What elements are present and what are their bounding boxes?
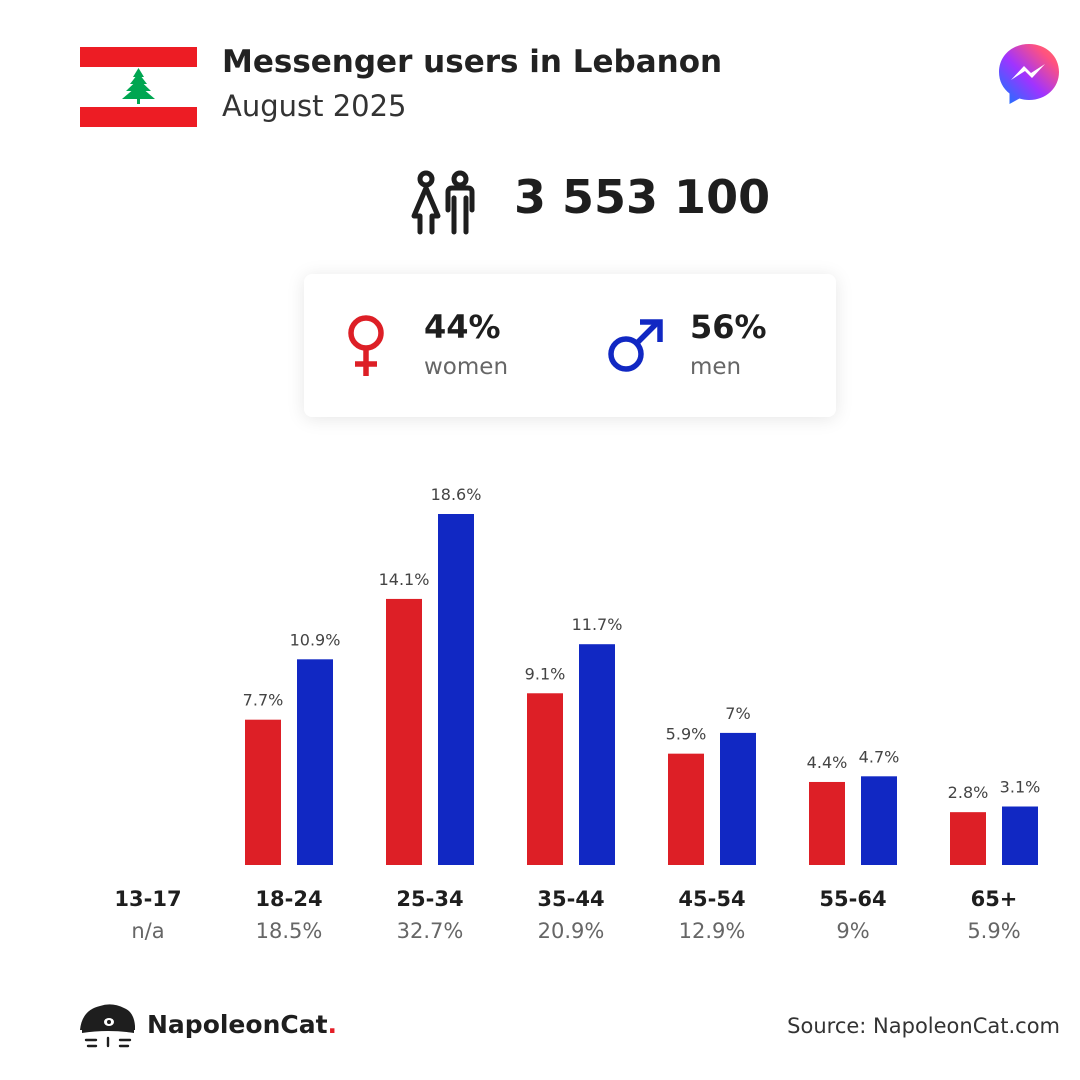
age-group-label: 55-64 bbox=[819, 887, 886, 911]
napoleoncat-logo-icon bbox=[78, 1000, 138, 1050]
men-data-label: 10.9% bbox=[290, 630, 341, 649]
women-data-label: 4.4% bbox=[807, 753, 848, 772]
women-label: women bbox=[424, 354, 509, 380]
total-users: 3 553 100 bbox=[514, 170, 771, 224]
women-data-label: 5.9% bbox=[666, 725, 707, 744]
men-data-label: 18.6% bbox=[431, 485, 482, 504]
page-title: Messenger users in Lebanon bbox=[222, 44, 723, 80]
female-symbol-icon bbox=[346, 314, 386, 378]
men-bar bbox=[297, 659, 333, 865]
men-data-label: 7% bbox=[725, 704, 750, 723]
age-group-label: 13-17 bbox=[114, 887, 181, 911]
age-group-label: 65+ bbox=[971, 887, 1018, 911]
men-bar bbox=[861, 776, 897, 865]
age-group-total: 5.9% bbox=[967, 919, 1020, 943]
women-bar bbox=[527, 693, 563, 865]
women-bar bbox=[809, 781, 845, 865]
men-data-label: 3.1% bbox=[1000, 778, 1041, 797]
gender-split-card: 44% women 56% men bbox=[304, 274, 836, 417]
age-group-total: 12.9% bbox=[679, 919, 746, 943]
age-group-total: 20.9% bbox=[538, 919, 605, 943]
men-label: men bbox=[690, 354, 742, 380]
men-bar bbox=[1002, 806, 1038, 865]
age-group-total: 18.5% bbox=[256, 919, 323, 943]
age-group-total: n/a bbox=[131, 919, 164, 943]
age-group-label: 25-34 bbox=[396, 887, 463, 911]
women-percent: 44% bbox=[424, 308, 501, 346]
age-group-label: 45-54 bbox=[678, 887, 745, 911]
age-group-label: 18-24 bbox=[255, 887, 322, 911]
brand-dot: . bbox=[327, 1010, 338, 1039]
age-group-total: 9% bbox=[836, 919, 869, 943]
men-bar bbox=[438, 514, 474, 865]
men-bar bbox=[720, 732, 756, 865]
source-link[interactable]: Source: NapoleonCat.com bbox=[787, 1014, 1060, 1038]
age-gender-bar-chart: 13-17 n/a 7.7% 10.9% 18-24 18.5% 14.1% 18.6% 25-… bbox=[114, 485, 1041, 943]
women-bar bbox=[668, 753, 704, 865]
page-subtitle: August 2025 bbox=[222, 89, 407, 123]
age-group-total: 32.7% bbox=[397, 919, 464, 943]
women-data-label: 14.1% bbox=[379, 570, 430, 589]
brand-wordmark: NapoleonCat bbox=[147, 1010, 328, 1039]
women-bar bbox=[245, 719, 281, 865]
men-percent: 56% bbox=[690, 308, 767, 346]
women-data-label: 2.8% bbox=[948, 783, 989, 802]
lebanon-flag-icon bbox=[80, 47, 197, 127]
messenger-logo-icon bbox=[997, 42, 1061, 106]
women-bar bbox=[950, 812, 986, 865]
age-group-label: 35-44 bbox=[537, 887, 604, 911]
women-bar bbox=[386, 598, 422, 865]
brand-name: NapoleonCat. bbox=[147, 1010, 337, 1039]
women-data-label: 9.1% bbox=[525, 664, 566, 683]
women-data-label: 7.7% bbox=[243, 691, 284, 710]
men-bar bbox=[579, 644, 615, 865]
men-data-label: 4.7% bbox=[859, 747, 900, 766]
people-icon bbox=[408, 170, 480, 236]
male-symbol-icon bbox=[606, 318, 666, 374]
men-data-label: 11.7% bbox=[572, 615, 623, 634]
